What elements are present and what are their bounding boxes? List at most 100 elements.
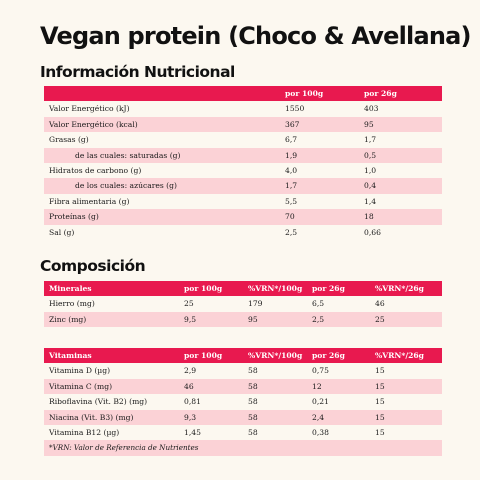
value-per-100g: 9,3 bbox=[184, 412, 197, 422]
value-per-26g: 6,5 bbox=[312, 299, 325, 309]
value-per-26g: 95 bbox=[364, 119, 374, 129]
row-label: Valor Energético (kJ) bbox=[49, 104, 130, 114]
vrn-per-26g: 15 bbox=[375, 366, 385, 376]
column-header: por 26g bbox=[312, 284, 345, 293]
value-per-26g: 0,21 bbox=[312, 397, 329, 407]
footnote-row: *VRN: Valor de Referencia de Nutrientes bbox=[44, 440, 442, 456]
column-header: Minerales bbox=[49, 284, 92, 293]
nutrition-heading: Información Nutricional bbox=[40, 63, 235, 81]
row-label: Hidratos de carbono (g) bbox=[49, 165, 142, 175]
row-label: Vitamina C (mg) bbox=[49, 381, 113, 391]
column-header: por 26g bbox=[312, 351, 345, 360]
table-row: Hierro (mg) 25 179 6,5 46 bbox=[44, 296, 442, 311]
value-per-26g: 1,7 bbox=[364, 135, 377, 145]
column-header: %VRN*/100g bbox=[248, 284, 303, 293]
vitamins-table: Vitaminas por 100g %VRN*/100g por 26g %V… bbox=[44, 348, 442, 456]
composition-heading: Composición bbox=[40, 257, 146, 275]
row-label: Fibra alimentaria (g) bbox=[49, 196, 130, 206]
table-row: Hidratos de carbono (g) 4,0 1,0 bbox=[44, 163, 442, 178]
value-per-26g: 12 bbox=[312, 381, 322, 391]
column-header: por 26g bbox=[364, 89, 397, 98]
nutrition-table: por 100g por 26g Valor Energético (kJ) 15… bbox=[44, 86, 442, 240]
column-header: %VRN*/100g bbox=[248, 351, 303, 360]
column-header: por 100g bbox=[184, 351, 223, 360]
value-per-26g: 1,0 bbox=[364, 165, 377, 175]
row-label: Niacina (Vit. B3) (mg) bbox=[49, 412, 134, 422]
table-row: de los cuales: azúcares (g) 1,7 0,4 bbox=[44, 178, 442, 194]
vrn-per-100g: 58 bbox=[248, 397, 258, 407]
row-label: Hierro (mg) bbox=[49, 299, 95, 309]
table-row: de las cuales: saturadas (g) 1,9 0,5 bbox=[44, 147, 442, 163]
value-per-100g: 2,5 bbox=[285, 227, 298, 237]
table-row: Vitamina D (µg) 2,9 58 0,75 15 bbox=[44, 363, 442, 378]
value-per-26g: 403 bbox=[364, 104, 379, 114]
table-row: Grasas (g) 6,7 1,7 bbox=[44, 132, 442, 147]
page-title: Vegan protein (Choco & Avellana) bbox=[40, 22, 472, 50]
value-per-26g: 0,66 bbox=[364, 227, 381, 237]
value-per-100g: 1550 bbox=[285, 104, 305, 114]
value-per-100g: 9,5 bbox=[184, 314, 197, 324]
row-label: Riboflavina (Vit. B2) (mg) bbox=[49, 397, 148, 407]
value-per-100g: 4,0 bbox=[285, 165, 298, 175]
vrn-per-26g: 15 bbox=[375, 381, 385, 391]
table-row: Proteínas (g) 70 18 bbox=[44, 209, 442, 225]
row-label: Zinc (mg) bbox=[49, 314, 87, 324]
value-per-26g: 0,4 bbox=[364, 181, 377, 191]
column-header: Vitaminas bbox=[49, 351, 92, 360]
table-row: Valor Energético (kcal) 367 95 bbox=[44, 116, 442, 133]
row-label: Vitamina D (µg) bbox=[49, 366, 111, 376]
table-header-row: Vitaminas por 100g %VRN*/100g por 26g %V… bbox=[44, 348, 442, 364]
column-header: %VRN*/26g bbox=[375, 351, 424, 360]
column-header: por 100g bbox=[285, 89, 324, 98]
value-per-100g: 70 bbox=[285, 212, 295, 222]
row-label: Valor Energético (kcal) bbox=[49, 119, 138, 129]
value-per-100g: 6,7 bbox=[285, 135, 298, 145]
table-row: Sal (g) 2,5 0,66 bbox=[44, 225, 442, 240]
value-per-100g: 46 bbox=[184, 381, 194, 391]
vrn-per-100g: 58 bbox=[248, 381, 258, 391]
vrn-per-26g: 25 bbox=[375, 314, 385, 324]
value-per-100g: 367 bbox=[285, 119, 300, 129]
row-label: Grasas (g) bbox=[49, 135, 89, 145]
vrn-per-100g: 58 bbox=[248, 427, 258, 437]
minerals-table: Minerales por 100g %VRN*/100g por 26g %V… bbox=[44, 281, 442, 328]
value-per-26g: 1,4 bbox=[364, 196, 377, 206]
value-per-26g: 2,5 bbox=[312, 314, 325, 324]
value-per-100g: 1,7 bbox=[285, 181, 298, 191]
row-label: Sal (g) bbox=[49, 227, 75, 237]
vrn-per-100g: 58 bbox=[248, 412, 258, 422]
table-header-row: Minerales por 100g %VRN*/100g por 26g %V… bbox=[44, 281, 442, 297]
table-row: Vitamina C (mg) 46 58 12 15 bbox=[44, 378, 442, 395]
column-header: por 100g bbox=[184, 284, 223, 293]
table-row: Riboflavina (Vit. B2) (mg) 0,81 58 0,21 15 bbox=[44, 394, 442, 409]
value-per-26g: 0,38 bbox=[312, 427, 329, 437]
row-label: Proteínas (g) bbox=[49, 212, 99, 222]
table-row: Niacina (Vit. B3) (mg) 9,3 58 2,4 15 bbox=[44, 409, 442, 425]
vrn-per-100g: 179 bbox=[248, 299, 263, 309]
value-per-26g: 0,5 bbox=[364, 150, 377, 160]
row-label: de los cuales: azúcares (g) bbox=[75, 181, 177, 191]
value-per-26g: 2,4 bbox=[312, 412, 325, 422]
table-row: Zinc (mg) 9,5 95 2,5 25 bbox=[44, 311, 442, 328]
vrn-per-26g: 15 bbox=[375, 427, 385, 437]
table-row: Fibra alimentaria (g) 5,5 1,4 bbox=[44, 194, 442, 209]
vrn-per-26g: 15 bbox=[375, 412, 385, 422]
value-per-100g: 0,81 bbox=[184, 397, 201, 407]
table-row: Vitamina B12 (µg) 1,45 58 0,38 15 bbox=[44, 425, 442, 440]
value-per-100g: 5,5 bbox=[285, 196, 298, 206]
vrn-per-100g: 58 bbox=[248, 366, 258, 376]
row-label: de las cuales: saturadas (g) bbox=[75, 150, 181, 160]
column-header: %VRN*/26g bbox=[375, 284, 424, 293]
table-header-row: por 100g por 26g bbox=[44, 86, 442, 102]
value-per-100g: 25 bbox=[184, 299, 194, 309]
vrn-per-26g: 46 bbox=[375, 299, 385, 309]
vrn-per-100g: 95 bbox=[248, 314, 258, 324]
value-per-100g: 1,45 bbox=[184, 427, 201, 437]
footnote: *VRN: Valor de Referencia de Nutrientes bbox=[49, 443, 199, 453]
row-label: Vitamina B12 (µg) bbox=[49, 427, 120, 437]
value-per-26g: 0,75 bbox=[312, 366, 329, 376]
value-per-100g: 1,9 bbox=[285, 150, 298, 160]
value-per-100g: 2,9 bbox=[184, 366, 197, 376]
table-row: Valor Energético (kJ) 1550 403 bbox=[44, 101, 442, 116]
vrn-per-26g: 15 bbox=[375, 397, 385, 407]
